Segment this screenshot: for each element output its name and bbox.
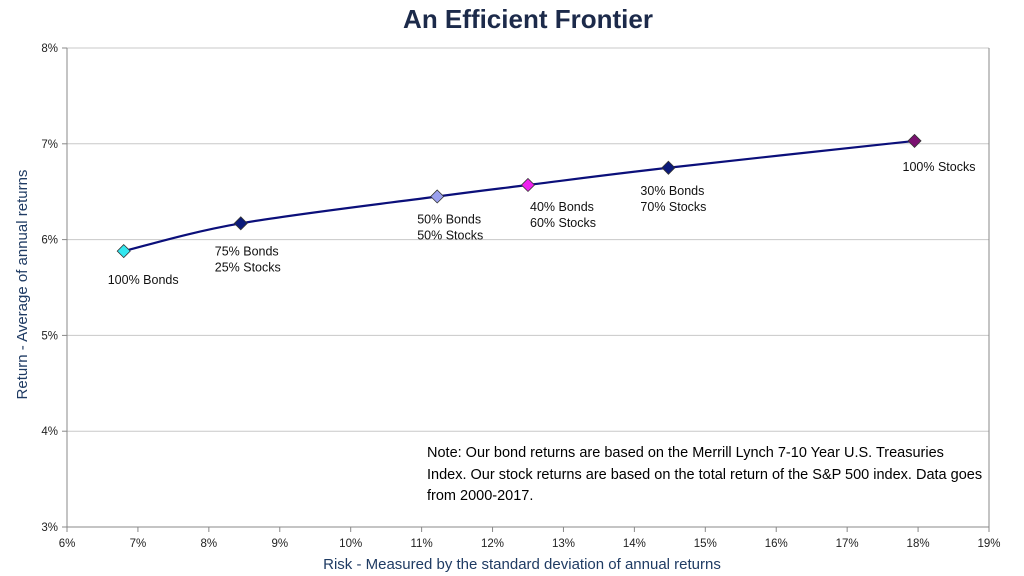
data-point-label-line: 60% Stocks [530,216,596,230]
x-tick-label: 8% [201,538,218,550]
x-tick-label: 9% [271,538,288,550]
data-point-marker [430,189,445,204]
x-tick-label: 13% [552,538,575,550]
x-tick-label: 18% [907,538,930,550]
x-tick-label: 17% [836,538,859,550]
data-point-label: 100% Stocks [903,160,976,174]
data-point-label-line: 50% Bonds [417,212,481,226]
x-tick-label: 16% [765,538,788,550]
data-point-label-line: 25% Stocks [215,260,281,274]
y-tick-label: 4% [41,426,58,438]
x-axis-label: Risk - Measured by the standard deviatio… [323,556,721,573]
x-tick-label: 15% [694,538,717,550]
data-point-label-line: 70% Stocks [640,200,706,214]
y-tick-label: 6% [41,235,58,247]
data-point-marker [661,160,676,175]
data-point-marker [907,133,922,148]
chart-title: An Efficient Frontier [403,4,653,34]
data-point-label-line: 50% Stocks [417,228,483,242]
x-tick-label: 12% [481,538,504,550]
y-tick-label: 7% [41,139,58,151]
data-point-label-line: 40% Bonds [530,200,594,214]
x-tick-label: 11% [411,538,433,550]
data-point-label: 40% Bonds 60% Stocks [530,200,596,230]
x-tick-label: 14% [623,538,646,550]
y-tick-label: 5% [41,330,58,342]
data-point-label: 100% Bonds [108,273,179,287]
y-axis-label: Return - Average of annual returns [14,170,31,400]
data-point-marker [116,244,131,259]
data-point-marker [233,216,248,231]
x-tick-label: 7% [130,538,147,550]
x-tick-label: 10% [339,538,362,550]
data-point-label-line: 100% Stocks [903,160,976,174]
frontier-line [123,139,915,253]
data-point-label-line: 75% Bonds [215,244,279,258]
data-point-label-line: 30% Bonds [640,184,704,198]
data-point-label: 75% Bonds 25% Stocks [215,244,281,274]
y-tick-label: 3% [41,522,58,534]
data-point-label: 30% Bonds 70% Stocks [640,184,706,214]
chart-note: Note: Our bond returns are based on the … [427,445,983,504]
y-tick-label: 8% [41,43,58,55]
data-point-label-line: 100% Bonds [108,273,179,287]
data-point-label: 50% Bonds 50% Stocks [417,212,483,242]
x-tick-label: 6% [59,538,76,550]
data-point-marker [520,177,536,193]
x-tick-label: 19% [977,538,1000,550]
